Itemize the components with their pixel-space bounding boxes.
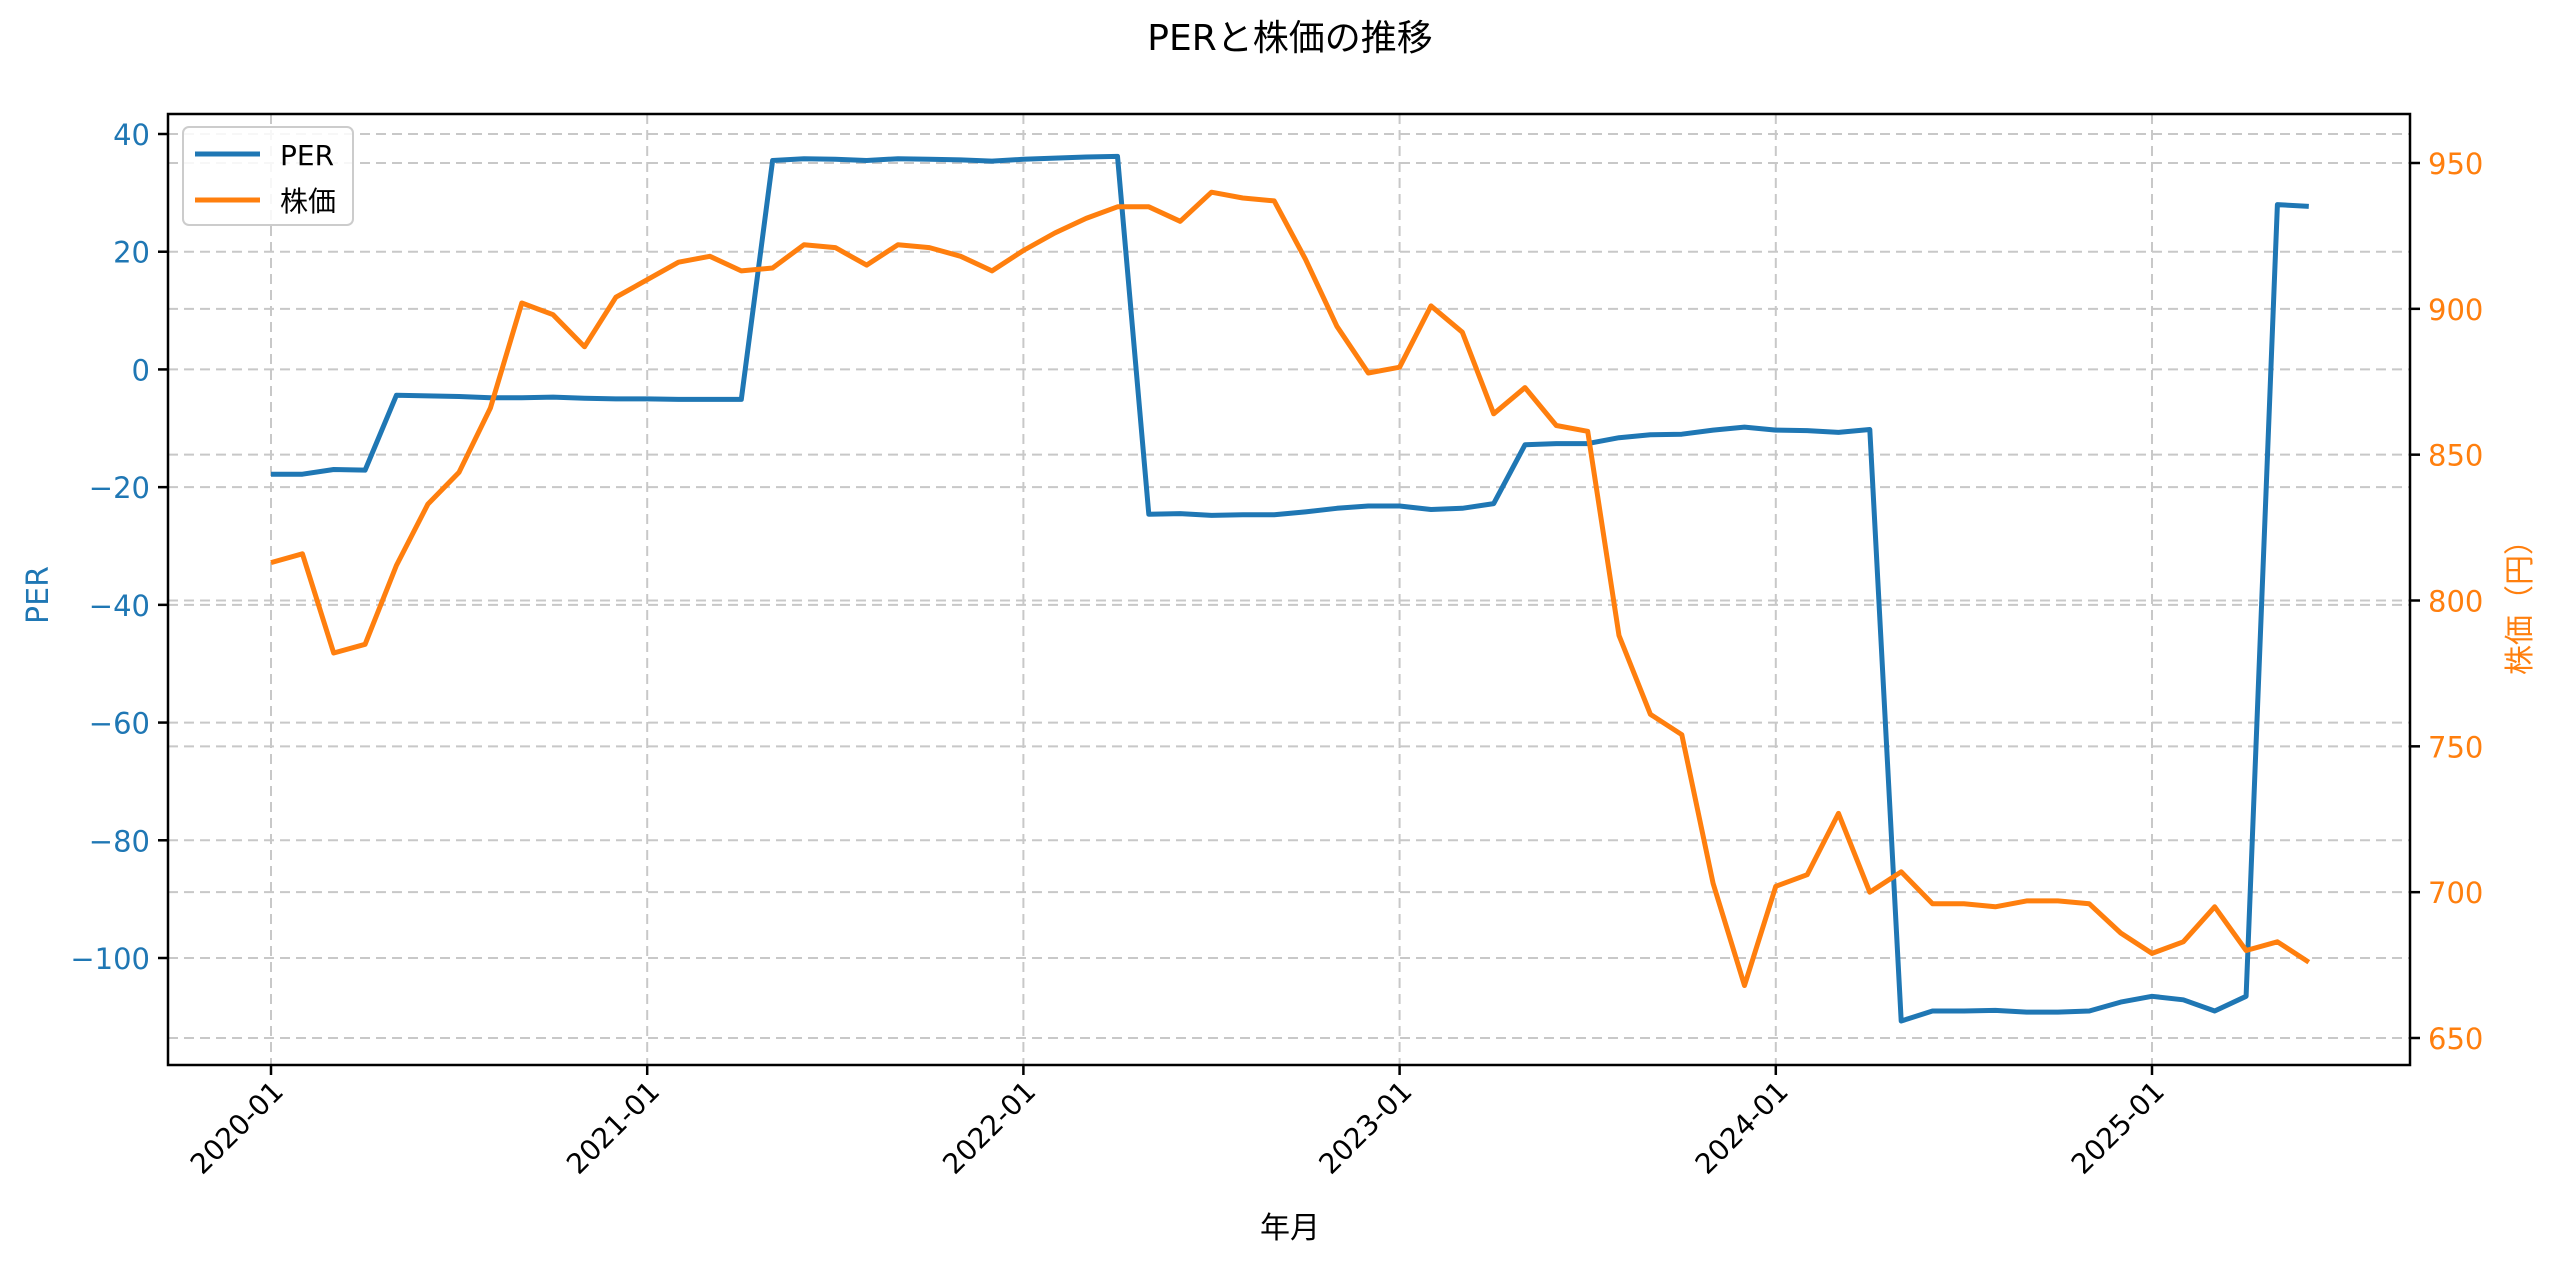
right-tick-label: 950 [2428,147,2483,181]
right-tick-label: 850 [2428,439,2483,473]
right-tick-label: 750 [2428,730,2483,764]
right-y-axis: 950 900 850 800 750 700 650 [2410,147,2483,1056]
x-tick-label: 2020-01 [184,1075,290,1181]
legend-price-label: 株価 [280,185,336,218]
per-series-line [271,153,2309,1024]
right-y-axis-label: 株価（円） [2503,525,2538,675]
legend-per-label: PER [280,139,334,172]
x-tick-label: 2021-01 [560,1075,666,1181]
x-tick-label: 2022-01 [936,1075,1042,1181]
left-tick-label: 20 [113,236,150,270]
left-tick-label: −80 [89,824,150,858]
price-series-line [270,189,2311,988]
left-tick-label: −40 [89,589,150,623]
left-y-axis-label: PER [21,566,56,624]
grid-lines [168,114,2410,1065]
x-tick-label: 2025-01 [2065,1075,2171,1181]
right-tick-label: 700 [2428,876,2483,910]
left-y-axis: 40 20 0 −20 −40 −60 −80 −100 [70,118,168,976]
left-tick-label: 40 [113,118,150,152]
per-line [271,153,2309,1024]
x-axis-label: 年月 [1260,1211,1320,1246]
left-tick-label: −20 [89,471,150,505]
price-line [270,189,2311,988]
x-tick-label: 2023-01 [1312,1075,1418,1181]
left-tick-label: 0 [132,353,150,387]
left-tick-label: −60 [89,707,150,741]
right-tick-label: 800 [2428,585,2483,619]
left-tick-label: −100 [70,942,150,976]
right-tick-label: 650 [2428,1022,2483,1056]
x-axis: 2020-01 2021-01 2022-01 2023-01 2024-01 2025-… [184,1065,2171,1181]
right-tick-label: 900 [2428,293,2483,327]
chart-title: PERと株価の推移 [1147,18,1432,59]
legend: PER 株価 [182,126,354,226]
x-tick-label: 2024-01 [1689,1075,1795,1181]
plot-area-frame [166,112,2412,1067]
